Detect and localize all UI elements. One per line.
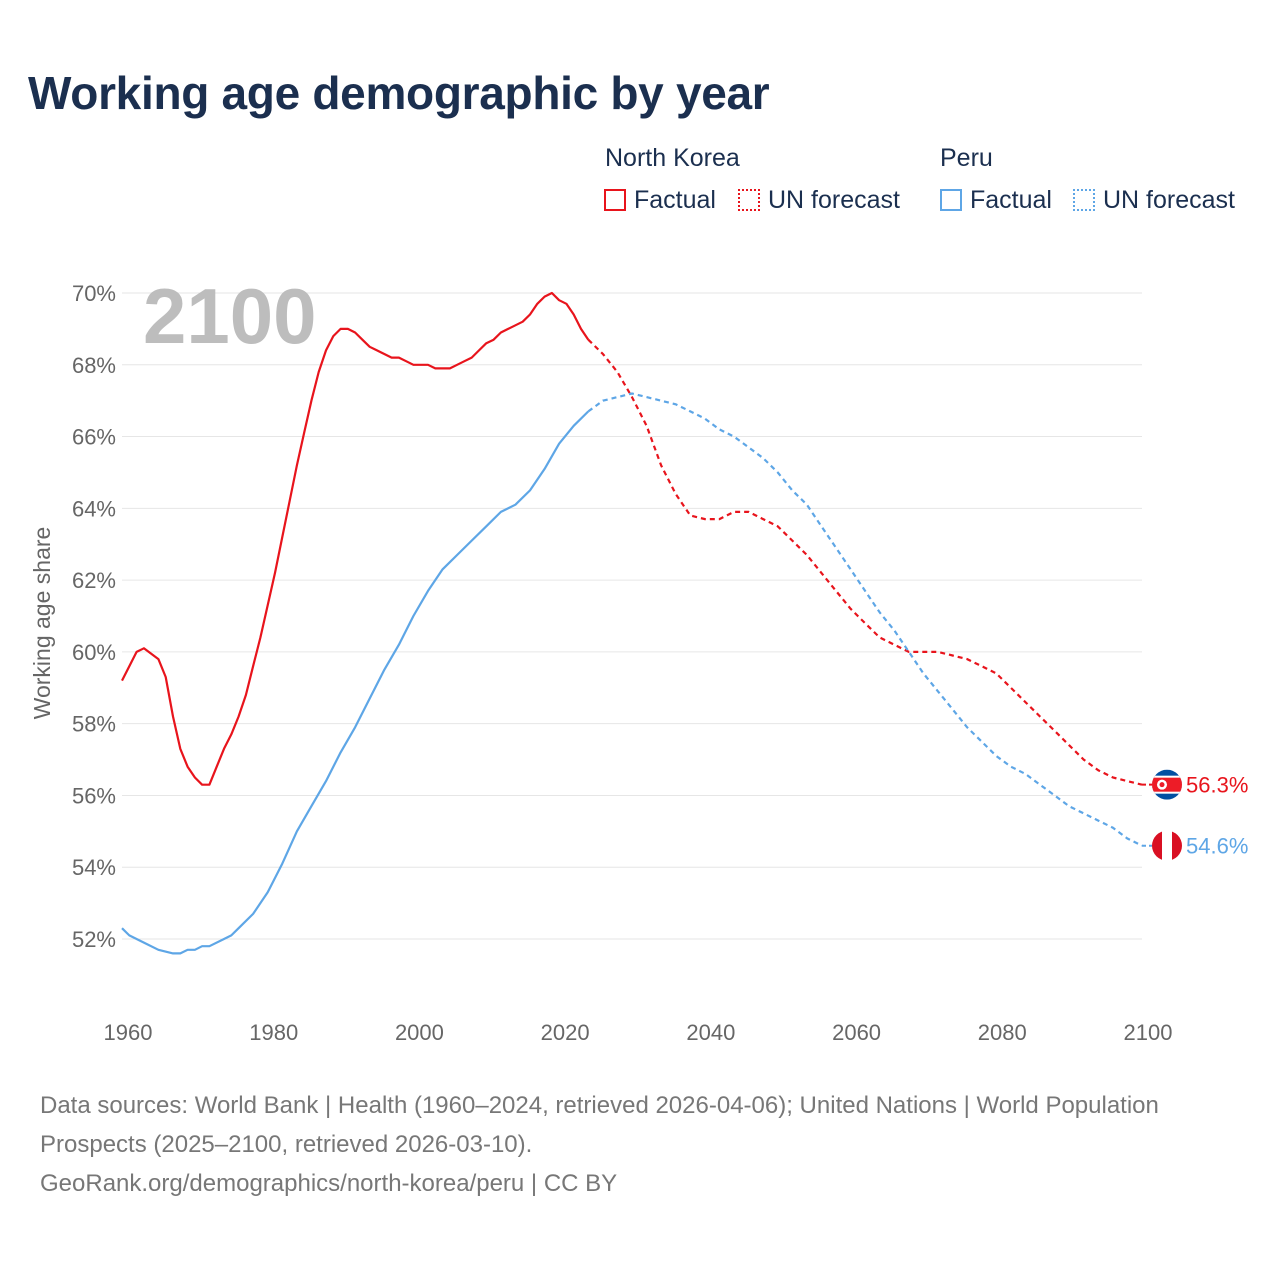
x-tick-label: 1980 [249, 1020, 298, 1045]
legend-item-north-korea-factual[interactable]: Factual [604, 185, 716, 215]
legend-label: Factual [970, 185, 1052, 214]
legend-label: UN forecast [768, 185, 900, 214]
x-tick-label: 2060 [832, 1020, 881, 1045]
series-line-forecast [587, 338, 1143, 786]
footer-sources-text: Data sources: World Bank | Health (1960–… [40, 1092, 1159, 1158]
legend-title-north-korea: North Korea [605, 144, 740, 172]
legend-title-peru: Peru [940, 144, 993, 172]
end-markers: 56.3% 54.6% [1142, 769, 1248, 861]
north-korea-flag-icon [1152, 769, 1182, 800]
y-tick-label: 52% [72, 927, 116, 952]
x-tick-label: 1960 [104, 1020, 153, 1045]
series-line-forecast [587, 392, 1143, 847]
footer-sources: Data sources: World Bank | Health (1960–… [40, 1086, 1220, 1203]
y-tick-label: 54% [72, 855, 116, 880]
x-tick-label: 2000 [395, 1020, 444, 1045]
legend-item-peru-factual[interactable]: Factual [940, 185, 1052, 215]
y-axis-title: Working age share [29, 527, 55, 720]
end-value-label: 56.3% [1186, 773, 1248, 798]
chart-title: Working age demographic by year [28, 67, 770, 119]
legend-swatch-solid [604, 189, 626, 211]
y-tick-label: 66% [72, 425, 116, 450]
legend-swatch-solid [940, 189, 962, 211]
legend-item-peru-forecast[interactable]: UN forecast [1073, 185, 1235, 215]
series-line-factual [121, 410, 590, 955]
y-tick-label: 56% [72, 783, 116, 808]
series-line-factual [121, 291, 590, 786]
y-tick-label: 62% [72, 568, 116, 593]
gridlines [122, 292, 1142, 940]
series-lines [121, 291, 1143, 955]
legend-swatch-dotted [1073, 189, 1095, 211]
y-axis: 52% 54% 56% 58% 60% 62% 64% 66% 68% 70% [72, 281, 116, 952]
y-tick-label: 70% [72, 281, 116, 306]
x-axis: 1960 1980 2000 2020 2040 2060 2080 2100 [104, 1020, 1173, 1045]
end-value-label: 54.6% [1186, 834, 1248, 859]
x-tick-label: 2080 [978, 1020, 1027, 1045]
footer-credit-link[interactable]: GeoRank.org/demographics/north-korea/per… [40, 1170, 618, 1197]
y-tick-label: 60% [72, 640, 116, 665]
y-tick-label: 68% [72, 353, 116, 378]
x-tick-label: 2100 [1124, 1020, 1173, 1045]
x-tick-label: 2040 [686, 1020, 735, 1045]
x-tick-label: 2020 [541, 1020, 590, 1045]
legend-label: Factual [634, 185, 716, 214]
y-tick-label: 58% [72, 712, 116, 737]
y-tick-label: 64% [72, 496, 116, 521]
legend-label: UN forecast [1103, 185, 1235, 214]
year-watermark: 2100 [143, 272, 317, 360]
legend-swatch-dotted [738, 189, 760, 211]
legend-item-north-korea-forecast[interactable]: UN forecast [738, 185, 900, 215]
peru-flag-icon [1152, 830, 1182, 861]
